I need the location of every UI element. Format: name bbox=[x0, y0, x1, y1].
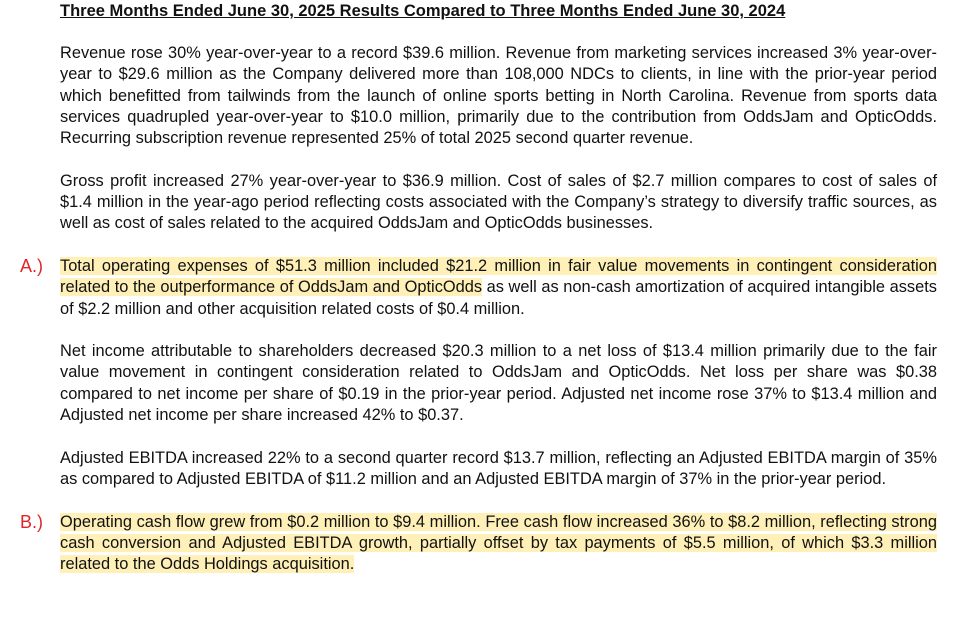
marker-label: B.) bbox=[20, 511, 44, 532]
paragraph-text: Gross profit increased 27% year-over-yea… bbox=[60, 171, 937, 233]
highlighted-text: Operating cash flow grew from $0.2 milli… bbox=[60, 512, 937, 574]
paragraph-text: Adjusted EBITDA increased 22% to a secon… bbox=[60, 448, 937, 488]
paragraph-text: as well as non-cash amortization of acqu… bbox=[60, 278, 937, 318]
paragraph: Gross profit increased 27% year-over-yea… bbox=[60, 171, 937, 235]
paragraph: Adjusted EBITDA increased 22% to a secon… bbox=[60, 448, 937, 491]
paragraph: B.) Operating cash flow grew from $0.2 mi… bbox=[20, 512, 937, 576]
marker-label: A.) bbox=[20, 255, 44, 276]
paragraph: Revenue rose 30% year-over-year to a rec… bbox=[60, 43, 937, 149]
paragraph: A.) Total operating expenses of $51.3 mil… bbox=[20, 256, 937, 320]
paragraph-text: Net income attributable to shareholders … bbox=[60, 342, 937, 425]
paragraph: Net income attributable to shareholders … bbox=[60, 341, 937, 426]
heading: Three Months Ended June 30, 2025 Results… bbox=[60, 2, 786, 20]
paragraph-text: Revenue rose 30% year-over-year to a rec… bbox=[60, 44, 937, 148]
body: Revenue rose 30% year-over-year to a rec… bbox=[20, 43, 937, 597]
